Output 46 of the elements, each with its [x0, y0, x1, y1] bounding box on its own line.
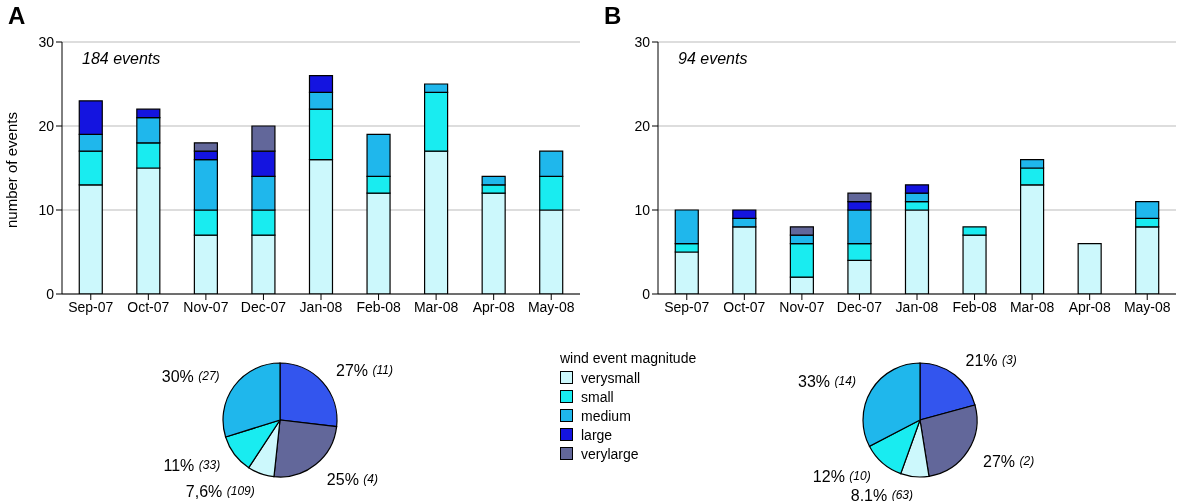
chart-title: B — [604, 2, 622, 30]
data-label: 21% (3) — [965, 351, 1017, 369]
y-tick-label: 0 — [642, 285, 651, 302]
x-tick-label: Apr-08 — [1068, 298, 1111, 315]
annotation: 184 events — [82, 50, 161, 68]
x-tick-label: Nov-07 — [183, 298, 229, 315]
data-label: 27% (2) — [983, 452, 1035, 470]
legend-label: verysmall — [581, 369, 641, 386]
y-tick-label: 30 — [38, 33, 55, 50]
x-tick-label: Jan-08 — [299, 298, 343, 315]
x-tick-label: Dec-07 — [836, 298, 883, 315]
y-tick-label: 20 — [38, 117, 55, 134]
x-tick-label: May-08 — [527, 298, 575, 315]
y-tick-label: 10 — [38, 201, 55, 218]
data-label: 12% (10) — [812, 467, 871, 485]
chart-title: A — [8, 2, 26, 30]
x-tick-label: Dec-07 — [240, 298, 287, 315]
y-tick-label: 20 — [634, 117, 651, 134]
x-tick-label: Mar-08 — [1009, 298, 1055, 315]
x-tick-label: Sep-07 — [68, 298, 114, 315]
x-tick-label: Feb-08 — [952, 298, 997, 315]
legend-label: medium — [581, 407, 631, 424]
y-tick-label: 30 — [634, 33, 651, 50]
x-tick-label: May-08 — [1123, 298, 1171, 315]
legend-label: verylarge — [581, 445, 639, 462]
x-tick-label: Mar-08 — [413, 298, 459, 315]
data-label: 27% (11) — [336, 361, 393, 379]
x-tick-label: Feb-08 — [356, 298, 401, 315]
y-axis-title: number of events — [3, 112, 21, 228]
data-label: 25% (4) — [326, 470, 378, 488]
x-tick-label: Sep-07 — [664, 298, 710, 315]
y-tick-label: 10 — [634, 201, 651, 218]
x-tick-label: Oct-07 — [127, 298, 170, 315]
x-tick-label: Oct-07 — [723, 298, 766, 315]
data-label: 33% (14) — [798, 372, 856, 390]
legend-label: small — [581, 388, 614, 405]
legend-title: wind event magnitude — [560, 350, 697, 366]
x-tick-label: Jan-08 — [895, 298, 939, 315]
x-tick-label: Apr-08 — [472, 298, 515, 315]
data-label: 30% (27) — [161, 367, 220, 385]
legend-label: large — [581, 426, 613, 443]
y-tick-label: 0 — [46, 285, 55, 302]
annotation: 94 events — [678, 50, 748, 68]
x-tick-label: Nov-07 — [779, 298, 825, 315]
data-label: 11% (33) — [163, 456, 221, 474]
data-label: 7,6% (109) — [185, 482, 255, 500]
